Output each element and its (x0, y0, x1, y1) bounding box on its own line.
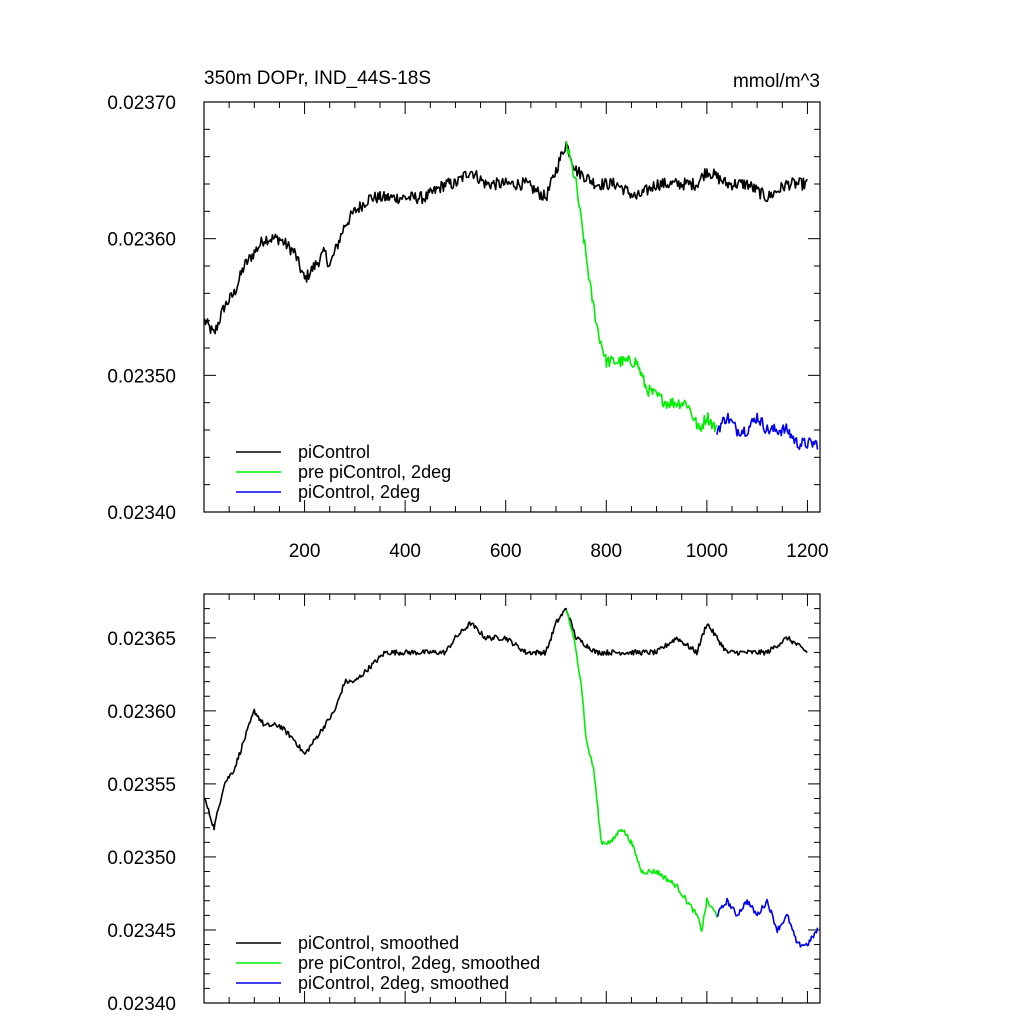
chart-title: 350m DOPr, IND_44S-18S (204, 68, 431, 89)
legend-label: piControl, smoothed (298, 933, 459, 953)
x-tick-label: 200 (289, 541, 321, 562)
legend-label: piControl, 2deg, smoothed (298, 973, 509, 993)
y-tick-label: 0.02350 (107, 848, 176, 869)
y-tick-label: 0.02365 (107, 629, 176, 650)
x-tick-label: 800 (590, 541, 622, 562)
series-line (716, 412, 819, 451)
chart-panel-2: 0.02340 0.02345 0.02350 0.02355 0.02360 0.023… (107, 593, 821, 1015)
series-line (716, 897, 819, 948)
x-tick-label: 600 (490, 541, 522, 562)
series-line (204, 141, 809, 335)
legend-label: piControl, 2deg (298, 482, 420, 502)
x-tick-label: 400 (389, 541, 421, 562)
y-tick-label: 0.02360 (107, 230, 176, 251)
x-tick-label: 1000 (686, 541, 728, 562)
y-tick-label: 0.02340 (107, 503, 176, 524)
y-tick-label: 0.02350 (107, 366, 176, 387)
series-line (204, 607, 808, 831)
legend-label: pre piControl, 2deg (298, 462, 451, 482)
chart-units: mmol/m^3 (733, 71, 820, 92)
plot-frame (203, 101, 821, 513)
y-tick-label: 0.02340 (107, 994, 176, 1015)
y-tick-label: 0.02360 (107, 702, 176, 723)
plot-frame (203, 593, 821, 1004)
y-tick-label: 0.02370 (107, 93, 176, 114)
legend-label: pre piControl, 2deg, smoothed (298, 953, 540, 973)
legend-label: piControl (298, 442, 370, 462)
y-tick-label: 0.02345 (107, 921, 176, 942)
x-tick-label: 1200 (786, 541, 828, 562)
y-tick-label: 0.02355 (107, 775, 176, 796)
series-line (565, 609, 718, 932)
chart-panel-1: 200 400 600 800 1000 1200 0.02340 0.02350 0.0236… (107, 93, 828, 562)
series-line (565, 140, 718, 433)
